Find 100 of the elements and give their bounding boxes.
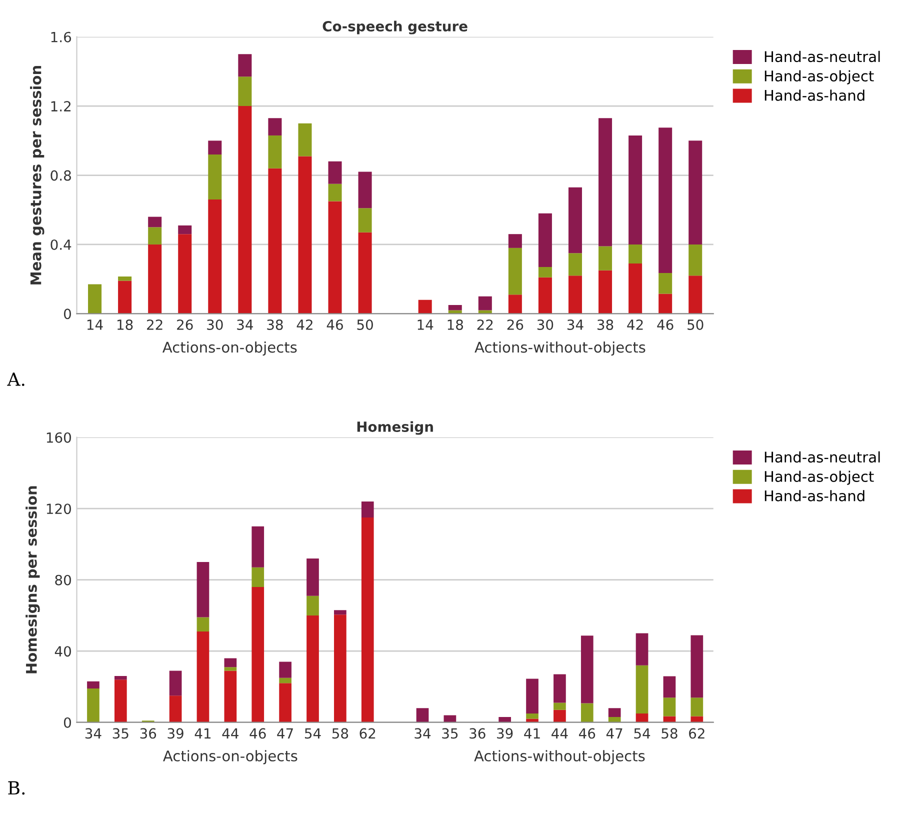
bar xyxy=(148,227,162,244)
bar xyxy=(628,135,642,244)
bar xyxy=(87,681,100,689)
x-tick-label: 14 xyxy=(87,320,103,330)
bar xyxy=(118,276,132,281)
y-tick-label: 40 xyxy=(54,646,71,657)
bar xyxy=(87,688,100,722)
chart-title: Homesign xyxy=(357,421,433,435)
y-tick-label: 0.4 xyxy=(50,239,72,250)
x-tick-label: 38 xyxy=(597,319,614,330)
bar xyxy=(526,713,538,719)
bar xyxy=(663,676,676,698)
legend-label: Hand-as-neutral xyxy=(764,50,880,62)
bar xyxy=(114,680,127,722)
bar xyxy=(658,294,672,314)
x-tick-label: 36 xyxy=(140,728,156,739)
bar xyxy=(306,558,319,596)
bar xyxy=(688,244,702,276)
bar xyxy=(328,201,342,314)
x-tick-label: 36 xyxy=(470,728,486,739)
bar xyxy=(498,717,511,722)
bar xyxy=(334,610,346,615)
bar xyxy=(279,662,292,678)
bar xyxy=(690,716,704,722)
y-tick-label: 1.2 xyxy=(51,101,71,112)
x-tick-label: 62 xyxy=(689,728,704,739)
bar xyxy=(598,246,612,270)
bar xyxy=(636,665,648,714)
x-tick-label: 47 xyxy=(277,728,293,738)
x-tick-label: 44 xyxy=(222,728,238,738)
chart-title: Co-speech gesture xyxy=(322,20,468,34)
bar xyxy=(361,518,374,722)
x-tick-label: 46 xyxy=(657,319,674,330)
bar xyxy=(238,106,252,314)
bar xyxy=(252,526,264,568)
bar xyxy=(208,154,222,200)
bar xyxy=(658,128,672,274)
text: A. xyxy=(7,372,24,386)
bar xyxy=(88,284,102,314)
y-axis-title: Homesigns per session xyxy=(26,486,40,674)
text: B. xyxy=(8,781,25,795)
bar xyxy=(636,633,648,666)
x-tick-label: 50 xyxy=(357,319,373,330)
legend-label: Hand-as-neutral xyxy=(764,451,880,463)
bar xyxy=(361,501,374,518)
x-tick-label: 42 xyxy=(627,319,643,330)
bar xyxy=(224,658,237,668)
x-tick-label: 58 xyxy=(332,728,348,739)
x-tick-label: 34 xyxy=(414,728,431,739)
x-tick-label: 38 xyxy=(267,319,283,330)
x-tick-label: 62 xyxy=(360,728,376,739)
bar xyxy=(118,280,132,314)
bar xyxy=(508,248,522,295)
bar xyxy=(628,244,642,264)
y-tick-label: 160 xyxy=(46,432,71,443)
x-tick-label: 46 xyxy=(250,728,266,739)
bar xyxy=(554,702,566,710)
bar xyxy=(334,614,346,722)
y-tick-label: 80 xyxy=(55,574,71,586)
x-tick-label: 30 xyxy=(207,319,223,330)
x-tick-label: 46 xyxy=(578,728,596,739)
bar xyxy=(568,253,582,276)
y-tick-label: 1.6 xyxy=(51,32,72,42)
bar xyxy=(268,168,282,314)
x-tick-label: 35 xyxy=(112,728,128,739)
bar xyxy=(252,586,264,722)
bar xyxy=(598,118,612,246)
y-axis-title: Mean gestures per session xyxy=(30,66,44,284)
text: Actions-on-objects xyxy=(163,750,298,764)
bar xyxy=(628,264,642,314)
bar xyxy=(328,161,342,184)
bar xyxy=(252,567,264,587)
bar xyxy=(508,234,522,248)
bar xyxy=(224,667,237,671)
bar xyxy=(238,54,252,77)
y-tick-label: 0.8 xyxy=(50,170,71,181)
bar xyxy=(690,635,704,698)
bar xyxy=(580,636,594,704)
bar xyxy=(508,294,522,314)
x-tick-label: 46 xyxy=(326,319,343,330)
bar xyxy=(306,615,319,722)
bar xyxy=(608,717,621,722)
x-tick-label: 26 xyxy=(177,319,193,330)
bar xyxy=(268,118,282,136)
bar xyxy=(298,123,312,156)
bar xyxy=(328,184,342,202)
x-tick-label: 14 xyxy=(418,320,434,330)
x-tick-label: 50 xyxy=(688,319,704,330)
bar xyxy=(306,596,319,616)
bar xyxy=(358,208,372,232)
bar xyxy=(208,140,222,155)
legend-label: Hand-as-object xyxy=(764,470,874,485)
bar xyxy=(169,670,182,696)
bar xyxy=(448,305,462,310)
bar xyxy=(196,617,210,632)
bar xyxy=(580,703,594,722)
bar xyxy=(148,244,162,314)
x-tick-label: 34 xyxy=(237,319,253,330)
x-tick-label: 39 xyxy=(168,728,184,739)
bar xyxy=(538,266,552,278)
